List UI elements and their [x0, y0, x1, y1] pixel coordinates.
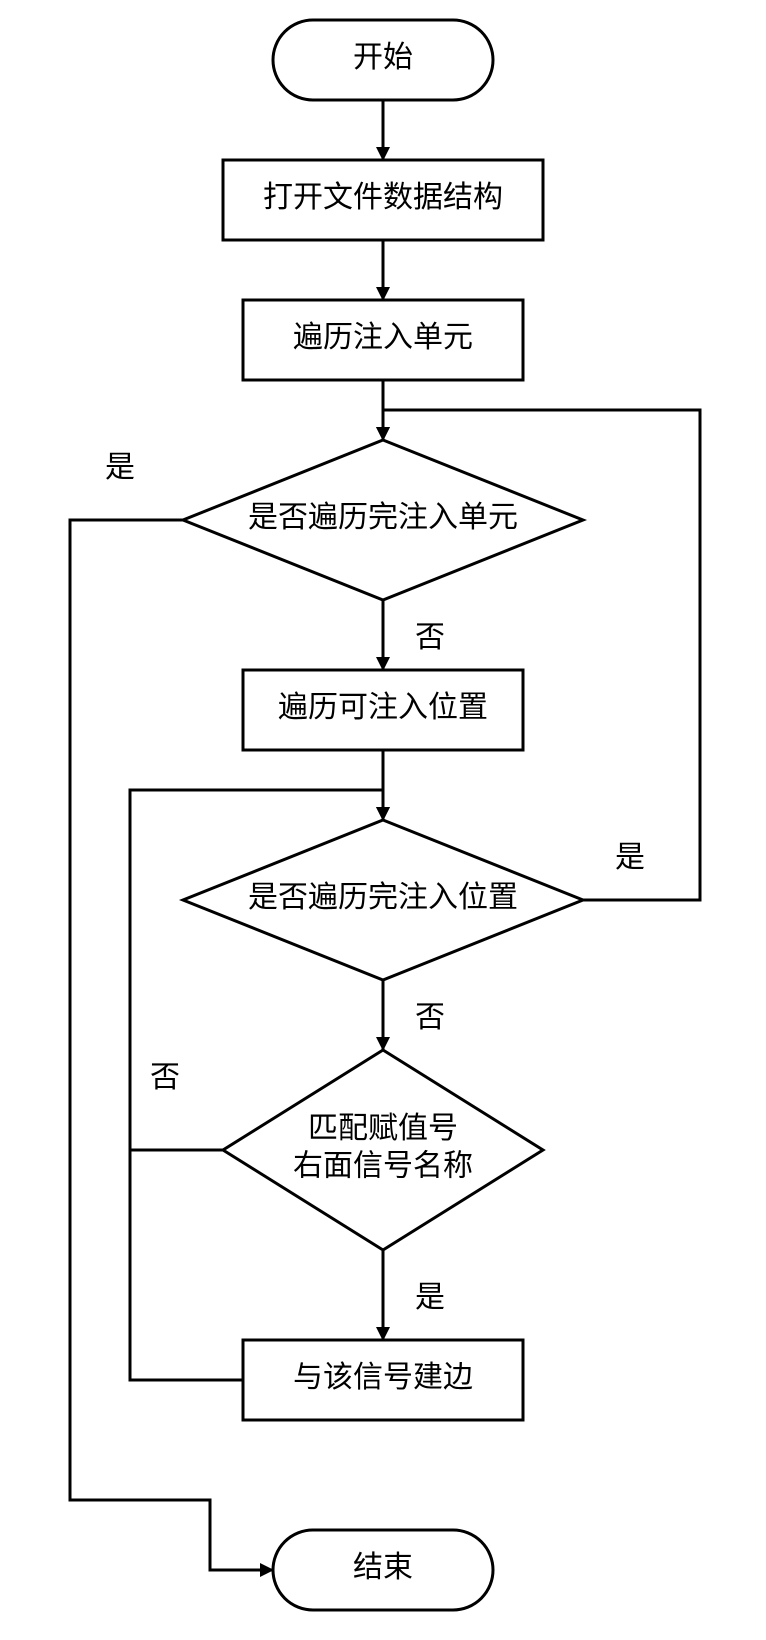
- node-label: 与该信号建边: [293, 1361, 473, 1394]
- edge-label: 是: [615, 841, 645, 874]
- node-label: 匹配赋值号: [308, 1112, 458, 1145]
- node-label: 遍历可注入位置: [278, 691, 488, 724]
- node-label: 是否遍历完注入位置: [248, 881, 518, 914]
- node-label: 开始: [353, 41, 413, 74]
- node-label: 打开文件数据结构: [263, 181, 503, 214]
- node-label: 是否遍历完注入单元: [248, 501, 518, 534]
- edge: [130, 790, 243, 1380]
- edge-label: 是: [415, 1281, 445, 1314]
- edge-label: 否: [415, 1001, 445, 1034]
- edge-label: 是: [105, 451, 135, 484]
- node-label: 结束: [353, 1551, 413, 1584]
- edge-label: 否: [150, 1061, 180, 1094]
- node-label: 右面信号名称: [293, 1150, 473, 1183]
- edge-label: 否: [415, 621, 445, 654]
- node-label: 遍历注入单元: [293, 321, 473, 354]
